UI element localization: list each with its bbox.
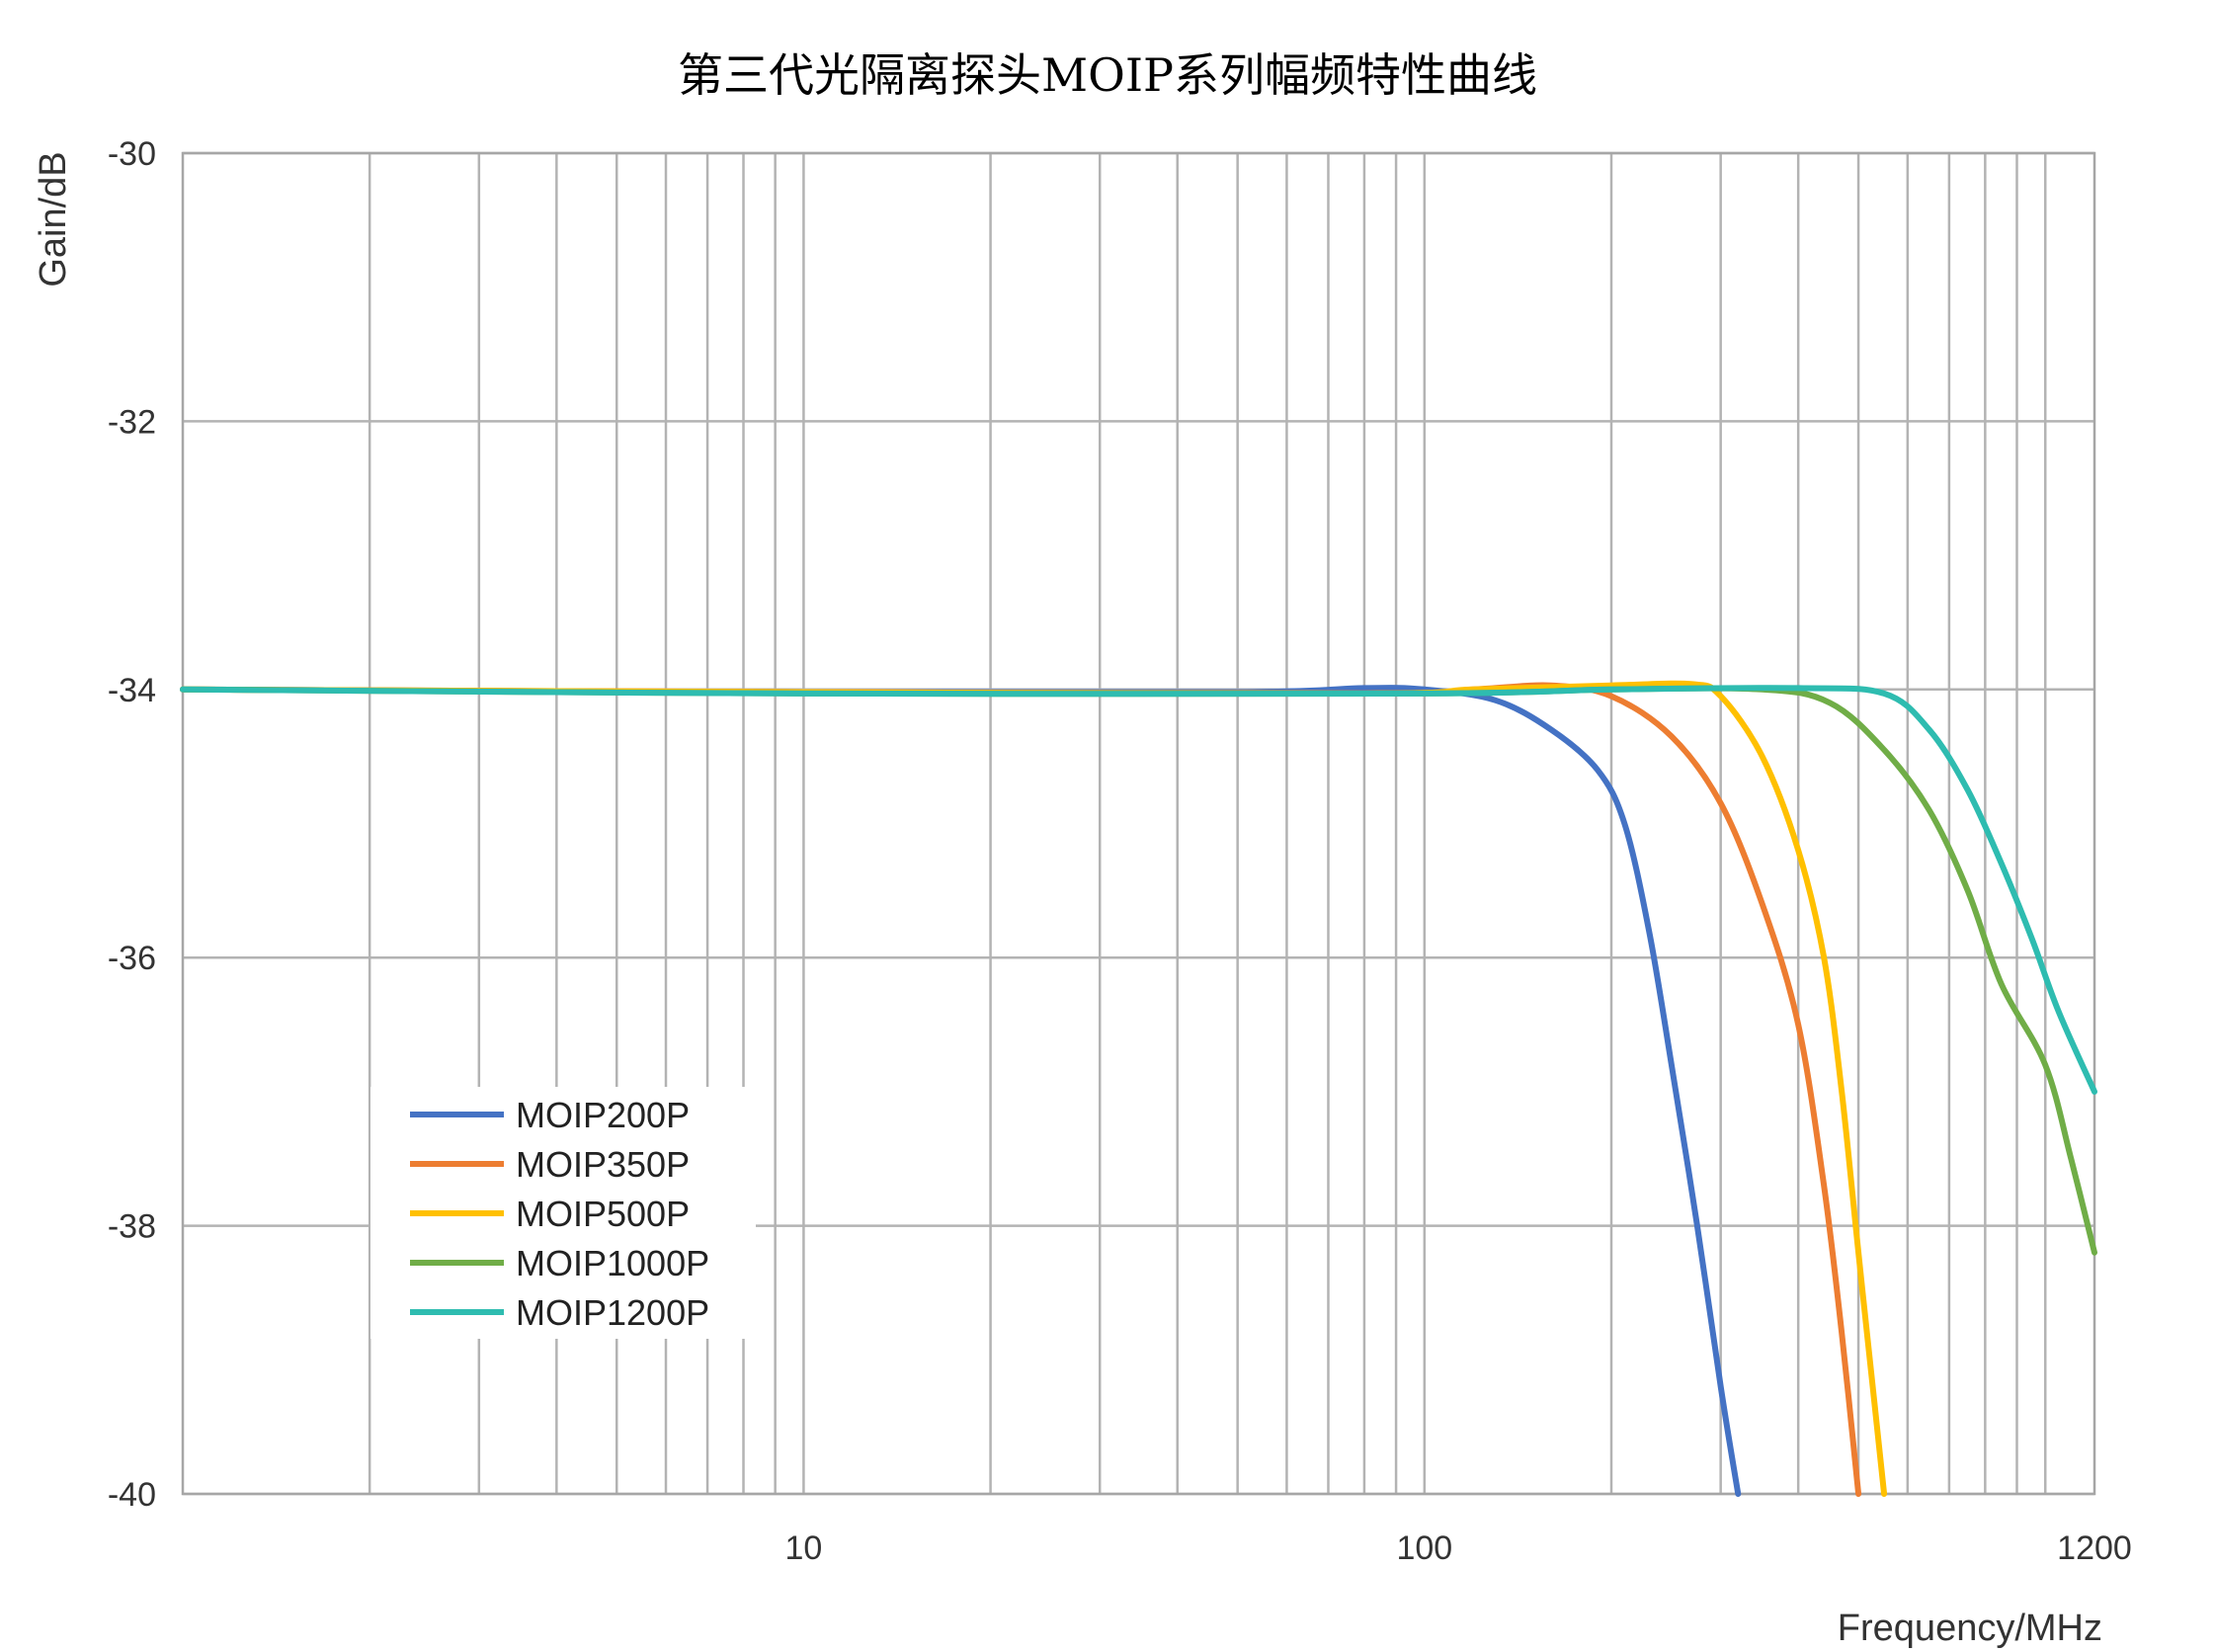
legend-label: MOIP1000P (516, 1243, 709, 1283)
x-tick-label: 100 (1396, 1529, 1452, 1567)
chart-title: 第三代光隔离探头MOIP系列幅频特性曲线 (678, 48, 1537, 102)
y-tick-labels: -30 -32 -34 -36 -38 -40 (108, 135, 156, 1514)
y-tick-label: -40 (108, 1476, 156, 1514)
y-axis-label: Gain/dB (33, 151, 74, 287)
y-tick-label: -32 (108, 403, 156, 441)
y-tick-label: -30 (108, 135, 156, 173)
x-tick-label: 1200 (2057, 1529, 2132, 1567)
series-line-moip1200p (180, 685, 2097, 1095)
legend-label: MOIP200P (516, 1095, 690, 1135)
y-tick-label: -34 (108, 672, 156, 709)
x-tick-labels: 10 100 1200 (784, 1529, 2131, 1567)
y-tick-label: -38 (108, 1208, 156, 1246)
x-tick-label: 10 (784, 1529, 822, 1567)
legend-label: MOIP1200P (516, 1292, 709, 1333)
y-tick-label: -36 (108, 940, 156, 977)
plot-area-frame (181, 151, 2096, 1496)
x-axis-label: Frequency/MHz (1838, 1608, 2102, 1649)
series-lines (180, 680, 2097, 1497)
legend: MOIP200P MOIP350P MOIP500P MOIP1000P MOIP120… (370, 1087, 756, 1339)
legend-label: MOIP350P (516, 1144, 690, 1185)
legend-label: MOIP500P (516, 1194, 690, 1234)
